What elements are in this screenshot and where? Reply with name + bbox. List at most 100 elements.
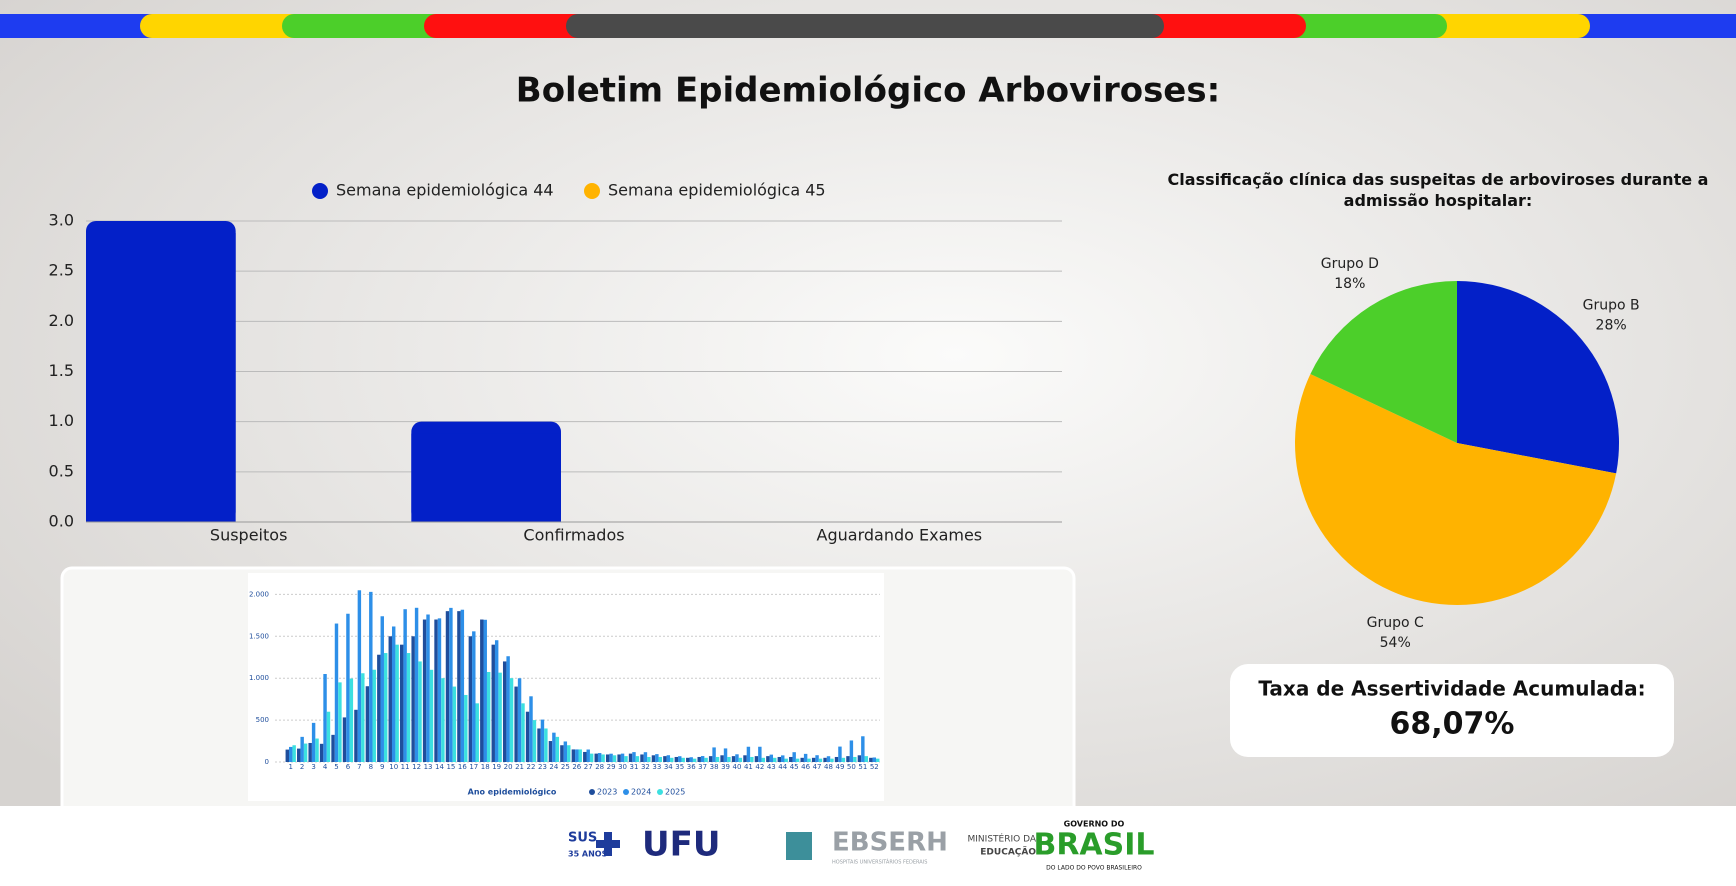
bar <box>521 703 525 762</box>
slice-label: Grupo D <box>1321 256 1379 272</box>
x-tick-label: 8 <box>369 763 373 771</box>
x-tick-label: 10 <box>389 763 398 771</box>
bar <box>365 686 370 762</box>
bar <box>331 734 335 762</box>
bar <box>640 754 644 762</box>
bar <box>578 749 582 762</box>
bar <box>486 671 491 762</box>
bar <box>620 753 625 762</box>
bar <box>841 757 846 762</box>
bar <box>292 745 296 762</box>
y-tick-label: 0 <box>265 758 269 766</box>
bar <box>475 703 479 762</box>
x-tick-label: Confirmados <box>523 526 624 545</box>
x-tick-label: 2 <box>300 763 304 771</box>
legend-swatch <box>312 183 328 199</box>
bar <box>715 756 720 762</box>
bar <box>472 631 476 762</box>
logo-ufu: UFU <box>642 825 720 865</box>
legend-label: Semana epidemiológica 44 <box>336 181 554 200</box>
x-tick-label: 6 <box>346 763 351 771</box>
slice-label: Grupo C <box>1367 615 1424 631</box>
bar <box>815 755 819 762</box>
bar <box>383 653 388 762</box>
bar <box>624 756 628 762</box>
x-tick-label: 20 <box>504 763 513 771</box>
bar <box>869 757 873 762</box>
bar <box>414 607 419 762</box>
bar <box>872 757 876 762</box>
logo-ebserh: EBSERH <box>832 828 948 858</box>
bar <box>319 743 324 762</box>
bar <box>723 748 728 762</box>
x-tick-label: 34 <box>664 763 673 771</box>
bar <box>361 673 365 762</box>
bar <box>781 755 785 762</box>
y-tick-label: 1.0 <box>49 411 74 430</box>
bar <box>792 752 796 762</box>
bar <box>326 711 331 762</box>
bar <box>712 747 716 762</box>
x-tick-label: 29 <box>607 763 616 771</box>
legend-swatch <box>623 789 629 795</box>
bar-base <box>411 433 561 522</box>
bar <box>403 609 407 762</box>
bar <box>323 674 327 762</box>
bar <box>811 757 816 762</box>
x-tick-label: Aguardando Exames <box>817 526 983 545</box>
slice-value: 18% <box>1334 276 1365 292</box>
bar <box>777 756 782 762</box>
logo-mec: EDUCAÇÃO <box>980 847 1036 858</box>
x-tick-label: 41 <box>744 763 753 771</box>
x-tick-label: 30 <box>618 763 627 771</box>
bar <box>609 753 613 762</box>
bar <box>346 613 350 762</box>
bar <box>555 736 560 762</box>
bar <box>743 755 747 762</box>
x-tick-label: 13 <box>424 763 433 771</box>
bar <box>617 754 621 762</box>
bar <box>289 746 293 762</box>
bar <box>651 755 656 762</box>
y-tick-label: 2.5 <box>49 261 74 280</box>
bar <box>635 756 640 762</box>
bar <box>853 756 857 762</box>
y-tick-label: 0.0 <box>49 512 74 531</box>
bar <box>681 757 685 762</box>
bar <box>823 757 827 762</box>
bar <box>369 591 373 762</box>
bar <box>434 619 438 762</box>
x-tick-label: 35 <box>675 763 684 771</box>
x-tick-label: 51 <box>858 763 867 771</box>
bar <box>589 753 594 762</box>
y-tick-label: 3.0 <box>49 211 74 230</box>
bar <box>846 756 850 762</box>
bar <box>583 751 587 762</box>
x-tick-label: 32 <box>641 763 650 771</box>
bar <box>571 749 576 762</box>
bar <box>597 753 602 762</box>
bar <box>311 722 316 762</box>
bar <box>285 749 290 762</box>
pie-slice <box>1457 281 1619 474</box>
bar <box>480 619 484 762</box>
x-tick-label: 14 <box>435 763 444 771</box>
x-tick-label: 11 <box>401 763 410 771</box>
x-tick-label: 25 <box>561 763 570 771</box>
pie-slice <box>1295 374 1617 605</box>
bar <box>738 757 743 762</box>
x-tick-label: 15 <box>446 763 455 771</box>
bar <box>411 636 415 762</box>
bar <box>861 736 865 762</box>
bar <box>377 654 381 762</box>
bar <box>686 757 690 762</box>
bar <box>300 736 304 762</box>
bar <box>567 745 571 762</box>
bar <box>502 661 507 762</box>
x-tick-label: 9 <box>380 763 384 771</box>
bar <box>663 756 667 762</box>
bar <box>758 746 762 762</box>
pie-title: Classificação clínica das suspeitas de a… <box>1168 170 1709 210</box>
x-tick-label: 36 <box>687 763 696 771</box>
